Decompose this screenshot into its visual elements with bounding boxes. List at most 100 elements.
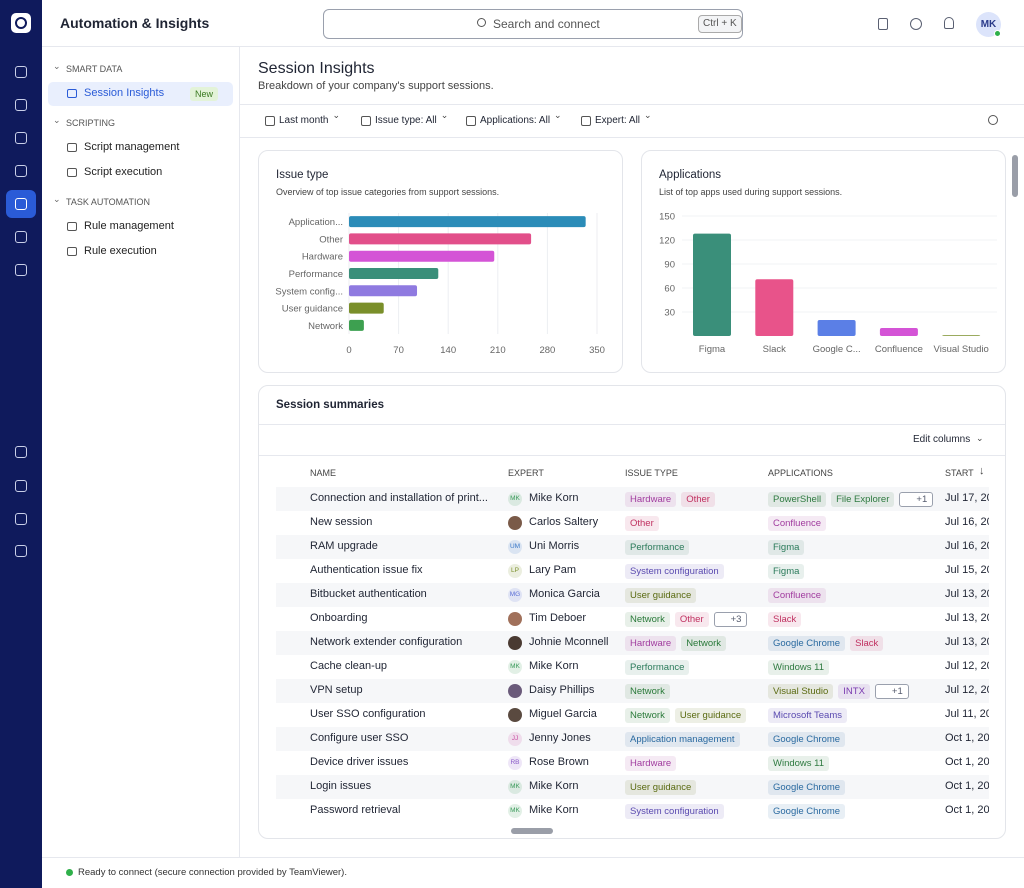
expert-avatar [508, 708, 522, 722]
table-row[interactable]: Bitbucket authenticationMGMonica GarciaU… [276, 583, 989, 607]
sidebar-item[interactable]: Session Insights [84, 87, 164, 99]
section-chevron: ⌄ [53, 61, 61, 72]
scrollbar[interactable] [511, 828, 553, 834]
filter[interactable]: Expert: All [595, 115, 640, 126]
filter[interactable]: Last month [279, 115, 328, 126]
nav-icon[interactable] [15, 231, 27, 243]
tag: Slack [850, 636, 883, 651]
tag: PowerShell [768, 492, 826, 507]
cell-name: Onboarding [310, 612, 368, 624]
divider [259, 424, 1005, 425]
table-row[interactable]: VPN setupDaisy PhillipsNetworkVisual Stu… [276, 679, 989, 703]
cell-name: Configure user SSO [310, 732, 408, 744]
column-header[interactable]: EXPERT [508, 468, 544, 478]
search-icon[interactable] [988, 115, 998, 125]
tag: Network [625, 684, 670, 699]
nav-icon[interactable] [15, 480, 27, 492]
cell-name: Authentication issue fix [310, 564, 423, 576]
tag: Network [625, 612, 670, 627]
bar [349, 216, 586, 227]
page-subtitle: Breakdown of your company's support sess… [258, 80, 494, 92]
table-row[interactable]: User SSO configurationMiguel GarciaNetwo… [276, 703, 989, 727]
cell-name: Connection and installation of print... [310, 492, 488, 504]
icon-button[interactable] [878, 18, 888, 30]
chart-card: ApplicationsList of top apps used during… [641, 150, 1006, 373]
y-tick-label: Performance [289, 269, 343, 280]
chevron: ⌄ [441, 110, 449, 121]
sidebar-item[interactable]: Rule execution [84, 245, 157, 257]
nav-icon[interactable] [15, 513, 27, 525]
table: NAMEEXPERTISSUE TYPEAPPLICATIONSSTART↓Co… [276, 461, 989, 823]
bar [818, 320, 856, 336]
table-row[interactable]: Cache clean-upMKMike KornPerformanceWind… [276, 655, 989, 679]
nav-icon-active[interactable] [6, 190, 36, 218]
nav-icon[interactable] [15, 165, 27, 177]
table-row[interactable]: RAM upgradeUMUni MorrisPerformanceFigmaJ… [276, 535, 989, 559]
table-row[interactable]: Password retrievalMKMike KornSystem conf… [276, 799, 989, 823]
column-header[interactable]: START [945, 468, 974, 478]
column-header[interactable]: APPLICATIONS [768, 468, 833, 478]
search-box[interactable]: Search and connect Ctrl + K [323, 9, 743, 39]
item-icon [67, 247, 77, 256]
tag: Application management [625, 732, 740, 747]
nav-icon[interactable] [15, 545, 27, 557]
x-tick-label: 70 [393, 345, 404, 356]
chart-card: Issue typeOverview of top issue categori… [258, 150, 623, 373]
tag: INTX [838, 684, 870, 699]
cell-expert: Mike Korn [529, 660, 579, 672]
cell-name: Cache clean-up [310, 660, 387, 672]
filter[interactable]: Issue type: All [375, 115, 437, 126]
cell-start: Oct 1, 20 [945, 756, 989, 768]
section-title: SMART DATA [66, 64, 122, 74]
table-row[interactable]: Connection and installation of print...M… [276, 487, 989, 511]
filter[interactable]: Applications: All [480, 115, 550, 126]
scrollbar[interactable] [1012, 155, 1018, 197]
cell-expert: Carlos Saltery [529, 516, 598, 528]
chart-title: Issue type [276, 169, 328, 181]
table-row[interactable]: Network extender configurationJohnie Mco… [276, 631, 989, 655]
table-row[interactable]: Device driver issuesRBRose BrownHardware… [276, 751, 989, 775]
table-row[interactable]: Configure user SSOJJJenny JonesApplicati… [276, 727, 989, 751]
cell-expert: Jenny Jones [529, 732, 591, 744]
edit-columns[interactable]: Edit columns [913, 434, 970, 445]
chevron: ⌄ [332, 110, 340, 121]
item-icon [67, 168, 77, 177]
nav-icon[interactable] [15, 99, 27, 111]
nav-icon[interactable] [15, 132, 27, 144]
expert-avatar: UM [508, 540, 522, 554]
badge: New [190, 87, 218, 101]
divider [42, 857, 1024, 858]
status-text: Ready to connect (secure connection prov… [78, 867, 347, 878]
nav-icon[interactable] [15, 264, 27, 276]
icon-button[interactable] [910, 18, 922, 30]
sidebar-item[interactable]: Script management [84, 141, 179, 153]
nav-rail [0, 0, 42, 888]
cell-start: Jul 13, 20 [945, 612, 989, 624]
tag: Other [681, 492, 715, 507]
cell-name: Login issues [310, 780, 371, 792]
tag: Performance [625, 660, 689, 675]
tag: +1 [875, 684, 909, 699]
icon-button[interactable] [944, 17, 954, 29]
tag: Figma [768, 540, 804, 555]
logo[interactable] [11, 13, 31, 33]
nav-icon[interactable] [15, 446, 27, 458]
sidebar-item[interactable]: Rule management [84, 220, 174, 232]
sidebar-item[interactable]: Script execution [84, 166, 162, 178]
app-title: Automation & Insights [60, 15, 209, 31]
filter-icon [265, 116, 275, 126]
tag: Hardware [625, 492, 676, 507]
tag: Google Chrome [768, 732, 845, 747]
table-row[interactable]: Authentication issue fixLPLary PamSystem… [276, 559, 989, 583]
cell-start: Jul 16, 20 [945, 516, 989, 528]
x-tick-label: Google C... [813, 344, 861, 355]
tag: Performance [625, 540, 689, 555]
tag: Other [675, 612, 709, 627]
column-header[interactable]: NAME [310, 468, 336, 478]
table-row[interactable]: New sessionCarlos SalteryOtherConfluence… [276, 511, 989, 535]
table-row[interactable]: OnboardingTim DeboerNetworkOther+3SlackJ… [276, 607, 989, 631]
column-header[interactable]: ISSUE TYPE [625, 468, 678, 478]
table-row[interactable]: Login issuesMKMike KornUser guidanceGoog… [276, 775, 989, 799]
nav-icon[interactable] [15, 66, 27, 78]
